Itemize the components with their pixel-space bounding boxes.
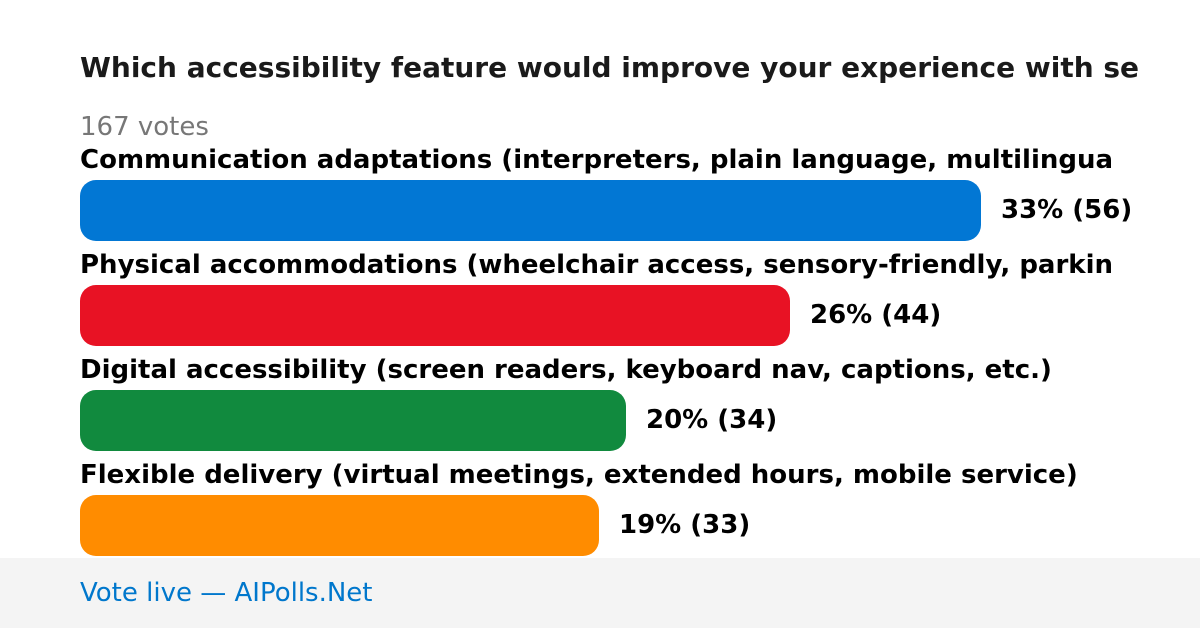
- result-bar: [80, 495, 599, 556]
- result-bar: [80, 390, 626, 451]
- result-value: 20% (34): [646, 405, 778, 435]
- poll-option[interactable]: Physical accommodations (wheelchair acce…: [80, 250, 1200, 355]
- option-label: Digital accessibility (screen readers, k…: [80, 355, 1052, 385]
- result-bar: [80, 180, 981, 241]
- result-value: 33% (56): [1001, 195, 1133, 225]
- option-label: Physical accommodations (wheelchair acce…: [80, 250, 1114, 280]
- option-label: Flexible delivery (virtual meetings, ext…: [80, 460, 1078, 490]
- option-label: Communication adaptations (interpreters,…: [80, 145, 1114, 175]
- result-value: 19% (33): [619, 510, 751, 540]
- poll-option[interactable]: Communication adaptations (interpreters,…: [80, 145, 1200, 250]
- poll-title: Which accessibility feature would improv…: [80, 51, 1140, 84]
- vote-live-link[interactable]: Vote live — AIPolls.Net: [80, 578, 373, 608]
- result-bar: [80, 285, 790, 346]
- poll-option[interactable]: Digital accessibility (screen readers, k…: [80, 355, 1200, 460]
- result-value: 26% (44): [810, 300, 942, 330]
- poll-option[interactable]: Flexible delivery (virtual meetings, ext…: [80, 460, 1200, 565]
- footer: Vote live — AIPolls.Net: [0, 558, 1200, 628]
- vote-count: 167 votes: [80, 112, 209, 142]
